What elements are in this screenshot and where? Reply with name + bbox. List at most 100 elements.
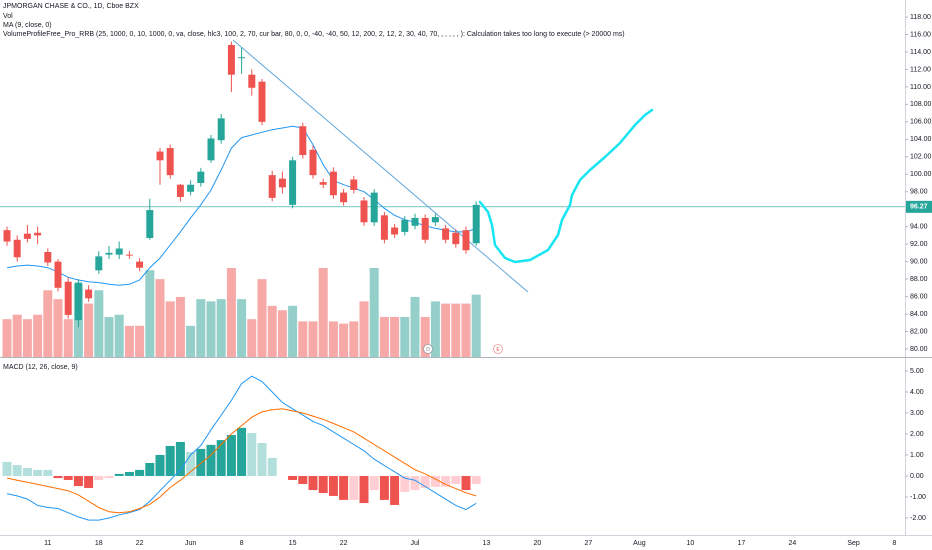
x-tick-label: Jul xyxy=(411,540,420,547)
candle-body xyxy=(472,204,480,244)
y-tick-label: -2.00 xyxy=(910,515,926,522)
volume-bar xyxy=(461,303,471,357)
macd-histogram-bar xyxy=(318,475,328,493)
macd-histogram-bar xyxy=(257,443,267,476)
y-tick-label: 110.00 xyxy=(910,84,931,91)
macd-histogram-bar xyxy=(186,452,196,476)
macd-histogram-bar xyxy=(430,475,440,487)
volume-bar xyxy=(53,299,63,357)
macd-histogram-bar xyxy=(84,475,94,488)
candle-body xyxy=(289,160,297,205)
x-tick-label: Aug xyxy=(633,540,646,547)
candle-body xyxy=(411,217,419,226)
y-tick-label: 84.00 xyxy=(910,311,928,318)
candle-body xyxy=(13,239,21,258)
candle-body xyxy=(207,138,215,161)
x-tick-label: 22 xyxy=(340,540,348,547)
candle-body xyxy=(85,289,93,299)
x-tick-label: 8 xyxy=(240,540,244,547)
candle-body xyxy=(421,217,429,240)
y-tick-label: 94.00 xyxy=(910,224,928,231)
x-tick-label: 15 xyxy=(289,540,297,547)
volume-bar xyxy=(379,316,389,357)
macd-histogram-bar xyxy=(288,475,298,480)
y-tick-label: 1.00 xyxy=(910,452,924,459)
x-tick-label: 13 xyxy=(483,540,491,547)
candle-body xyxy=(452,232,460,245)
y-tick-label: 112.00 xyxy=(910,66,931,73)
candle-body xyxy=(431,217,439,223)
candle-body xyxy=(125,254,133,256)
volume-bar xyxy=(247,319,257,357)
macd-histogram-bar xyxy=(390,475,400,505)
macd-histogram-bar xyxy=(53,475,63,479)
candle-body xyxy=(217,118,225,141)
volume-bar xyxy=(63,319,73,357)
candle-body xyxy=(258,81,266,122)
ma-line xyxy=(6,125,477,286)
candle-body xyxy=(95,256,103,271)
volume-bar xyxy=(135,325,145,357)
volume-bar xyxy=(369,268,379,357)
macd-histogram-bar xyxy=(267,457,277,476)
volume-bar xyxy=(441,303,451,357)
y-tick-label: 88.00 xyxy=(910,276,928,283)
volume-bar xyxy=(430,301,440,357)
study-note: VolumeProfileFree_Pro_RRB (25, 1000, 0, … xyxy=(3,31,625,38)
y-tick-label: 4.00 xyxy=(910,389,924,396)
candle-body xyxy=(319,182,327,185)
volume-bar xyxy=(451,303,461,357)
candle-body xyxy=(136,261,144,268)
candle-body xyxy=(115,248,123,255)
candle-body xyxy=(227,44,235,75)
macd-histogram-bar xyxy=(410,475,420,491)
macd-histogram-bar xyxy=(175,441,185,476)
y-tick-label: 2.00 xyxy=(910,431,924,438)
x-tick-label: 17 xyxy=(738,540,746,547)
volume-bar xyxy=(420,316,430,357)
candle-body xyxy=(238,57,246,59)
volume-bar xyxy=(318,268,328,357)
volume-bar xyxy=(43,290,53,357)
macd-histogram-bar xyxy=(135,469,145,476)
candle-body xyxy=(166,148,174,176)
volume-bar xyxy=(216,299,226,357)
last-price-box xyxy=(906,200,932,213)
event-label: D xyxy=(426,347,430,353)
volume-bar xyxy=(22,319,32,357)
candle-body xyxy=(350,179,358,190)
x-tick-label: 8 xyxy=(892,540,896,547)
macd-histogram-bar xyxy=(339,475,349,500)
volume-bar xyxy=(410,296,420,357)
macd-histogram-bar xyxy=(73,475,83,487)
y-tick-label: 86.00 xyxy=(910,293,928,300)
event-marker xyxy=(423,344,433,354)
macd-histogram-bar xyxy=(104,475,114,479)
volume-bar xyxy=(226,268,236,357)
macd-histogram-bar xyxy=(451,475,461,484)
volume-bar xyxy=(196,299,206,357)
macd-histogram-bar xyxy=(206,444,216,476)
macd-histogram-bar xyxy=(114,473,124,476)
y-tick-label: 80.00 xyxy=(910,346,928,353)
event-marker xyxy=(493,344,503,354)
volume-bar xyxy=(33,314,43,357)
candle-body xyxy=(105,252,113,255)
volume-bar xyxy=(298,321,308,357)
macd-histogram-bar xyxy=(400,475,410,492)
volume-bar xyxy=(155,279,165,357)
y-tick-label: 98.00 xyxy=(910,189,928,196)
brush-drawing xyxy=(478,108,654,264)
volume-bar xyxy=(349,321,359,357)
x-tick-label: 10 xyxy=(687,540,695,547)
candle-body xyxy=(278,178,286,188)
candle-body xyxy=(360,200,368,223)
macd-histogram-bar xyxy=(145,462,155,476)
candle-body xyxy=(64,281,72,315)
volume-bar xyxy=(277,310,287,357)
volume-bar xyxy=(308,321,318,357)
y-tick-label: 106.00 xyxy=(910,119,932,126)
candle-body xyxy=(44,252,52,263)
x-tick-label: 11 xyxy=(44,540,51,547)
x-tick-label: 27 xyxy=(585,540,593,547)
